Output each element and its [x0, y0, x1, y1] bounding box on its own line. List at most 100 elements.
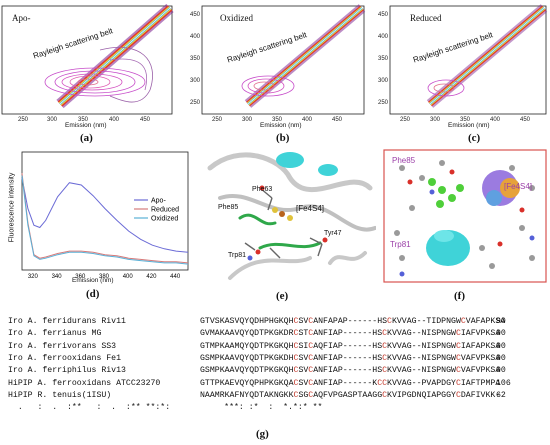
- series-line-reduced: [21, 173, 189, 264]
- x-tick: 300: [47, 117, 58, 123]
- x-tick: 450: [140, 117, 151, 123]
- x-tick: 400: [302, 117, 313, 123]
- alignment-row: Iro A. ferriphilus Riv13 GSMPKAAVQYQDTPKG…: [8, 365, 550, 377]
- sequence-length: 106: [496, 378, 511, 388]
- y-tick: 450: [190, 12, 201, 18]
- x-axis-label: Emission (nm): [72, 277, 114, 284]
- alignment-row: Iro A. ferridurans Riv11 GTVSKASVQYQDHPHG…: [8, 316, 550, 328]
- x-tick: 380: [99, 274, 110, 280]
- panel-a-title: Apo-: [12, 13, 31, 23]
- y-tick: 250: [378, 100, 389, 106]
- sequence-residues: GVMAKAAVQYQDTPKGKDRCSTCANFIAP------HSCKV…: [200, 329, 501, 339]
- x-tick: 400: [490, 117, 501, 123]
- cluster-label-fe4s4: [Fe4S4]: [296, 204, 325, 213]
- fluorescence-contours: [241, 75, 295, 97]
- panel-c: 250 300 350 400 450 250 300 350 400 450 …: [374, 0, 550, 148]
- alignment-row: Iro A. ferrianus MG GVMAKAAVQYQDTPKGKDRCS…: [8, 328, 550, 340]
- sequence-name: HiPIP A. ferrooxidans ATCC23270: [8, 378, 161, 388]
- sequence-name: Iro A. ferrivorans SS3: [8, 341, 117, 351]
- fluorescence-contours: [427, 79, 465, 97]
- x-tick: 300: [430, 117, 441, 123]
- panel-a: 250 300 350 400 450 Apo- Rayleigh scatte…: [0, 0, 182, 148]
- alignment-row: Iro A. ferrivorans SS3 GTMPKAAMQYQDTPKGKQ…: [8, 341, 550, 353]
- protein-structure-render: [207, 152, 376, 280]
- x-tick: 350: [78, 117, 89, 123]
- panel-d: Apo- Reduced Oxidized 320 340 360 380 400 420 440…: [0, 146, 196, 306]
- sequence-name: Iro A. ferridurans Riv11: [8, 317, 126, 326]
- x-tick: 400: [123, 274, 134, 280]
- sequence-residues: GSMPKAAVQYQDTPKGKQHCSVCANFIAP------HSCKV…: [200, 366, 501, 376]
- sequence-length: 90: [496, 341, 506, 351]
- panel-f: Phe85 [Fe4S4] Trp81 (f): [382, 148, 550, 306]
- fluorescence-contours: [44, 47, 153, 103]
- panel-c-label: (c): [468, 132, 481, 144]
- sequence-length: 90: [496, 329, 506, 339]
- series-line-oxidized: [21, 175, 189, 265]
- sequence-length: 90: [496, 317, 506, 326]
- sequence-residues: GSMPKAAVQYQDTPKGKDHCSVCANFIAP------HSCKV…: [200, 353, 501, 363]
- x-tick: 300: [242, 117, 253, 123]
- alignment-row: HiPIP A. ferrooxidans ATCC23270 GTTPKAEVQ…: [8, 378, 550, 390]
- plot-frame: [21, 151, 189, 271]
- panel-a-contour-plot: 250 300 350 400 450: [1, 3, 174, 123]
- sequence-residues: GTTPKAEVQYQPHPKGKQACSVCANFIAP------KCCKV…: [200, 378, 501, 388]
- x-tick: 320: [28, 274, 39, 280]
- sequence-residues: NAAMRKAFNYQDTAKNGKKCSGCAQFVPGASPTAAGGCKV…: [200, 390, 501, 400]
- panel-e-label: (e): [276, 290, 289, 302]
- panel-g-label: (g): [256, 428, 269, 440]
- y-tick: 350: [378, 56, 389, 62]
- x-tick: 250: [212, 117, 223, 123]
- residue-label-phe85: Phe85: [218, 204, 239, 211]
- y-axis-label: Fluorescence intensity: [8, 172, 16, 243]
- legend-label: Oxidized: [151, 216, 178, 223]
- x-tick: 340: [52, 274, 63, 280]
- molecular-surface-render: [383, 149, 547, 283]
- x-axis-label: Emission (nm): [260, 122, 302, 129]
- consensus-line: . : . :** : . :** **:*: ***: :* : *.*:* …: [8, 403, 323, 413]
- panel-b-contour-plot: 250 300 350 400 450 250 300 350 400 450: [190, 4, 366, 123]
- alignment-row: HiPIP R. tenuis(1ISU) NAAMRKAFNYQDTAKNGKK…: [8, 390, 550, 402]
- x-axis-label: Emission (nm): [448, 122, 490, 129]
- sequence-length: 62: [496, 390, 506, 400]
- rayleigh-belt: [426, 4, 548, 108]
- cluster-label-fe4s4: [Fe4S4]: [504, 182, 533, 191]
- sequence-residues: GTVSKASVQYQDHPHGKQHCSVCANFAPAP------HSCK…: [200, 317, 506, 326]
- residue-label-phe63: Phe63: [252, 186, 273, 193]
- panel-e: Phe63 Phe85 [Fe4S4] Tyr47 Trp81 (e): [200, 148, 376, 306]
- residue-label-trp81: Trp81: [228, 252, 247, 259]
- x-tick: 350: [460, 117, 471, 123]
- sequence-length: 90: [496, 353, 506, 363]
- panel-b-title: Oxidized: [220, 13, 253, 23]
- x-tick: 400: [109, 117, 120, 123]
- x-tick: 250: [18, 117, 29, 123]
- series-line-apo: [21, 177, 189, 253]
- panel-c-contour-plot: 250 300 350 400 450 250 300 350 400 450: [378, 4, 548, 123]
- x-tick: 420: [146, 274, 157, 280]
- legend-label: Apo-: [151, 198, 166, 205]
- y-tick: 300: [190, 78, 201, 84]
- y-tick: 450: [378, 12, 389, 18]
- x-tick: 450: [520, 117, 531, 123]
- residue-label-trp81: Trp81: [390, 240, 411, 249]
- residue-label-tyr47: Tyr47: [324, 230, 342, 237]
- x-tick: 360: [75, 274, 86, 280]
- y-tick: 400: [378, 34, 389, 40]
- x-tick: 250: [400, 117, 411, 123]
- rayleigh-belt: [56, 3, 174, 109]
- panel-b: 250 300 350 400 450 250 300 350 400 450 …: [188, 0, 368, 148]
- x-tick: 450: [332, 117, 343, 123]
- sequence-name: Iro A. ferrianus MG: [8, 329, 102, 339]
- panel-f-label: (f): [454, 290, 465, 302]
- residue-label-phe85: Phe85: [392, 156, 416, 165]
- x-tick: 350: [272, 117, 283, 123]
- y-tick: 300: [378, 78, 389, 84]
- sequence-name: Iro A. ferriphilus Riv13: [8, 366, 126, 376]
- x-axis-label: Emission (nm): [65, 122, 107, 129]
- y-tick: 350: [190, 56, 201, 62]
- panel-b-label: (b): [276, 132, 290, 144]
- rayleigh-belt: [244, 4, 366, 108]
- panel-d-line-chart: Apo- Reduced Oxidized 320 340 360 380 400 420 440: [21, 151, 189, 280]
- panel-d-label: (d): [86, 288, 100, 300]
- legend-label: Reduced: [151, 207, 179, 214]
- panel-a-label: (a): [80, 132, 93, 144]
